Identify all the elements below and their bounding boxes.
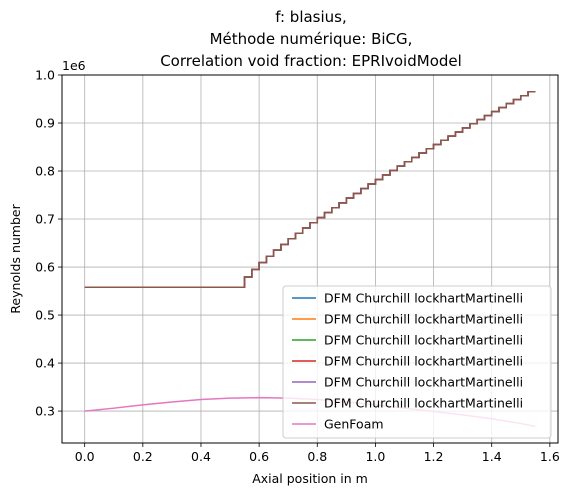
plot-area-frame xyxy=(61,74,559,444)
legend-label-4: DFM Churchill lockhartMartinelli xyxy=(324,354,523,369)
title-line-1: f: blasius, xyxy=(275,8,347,26)
legend-label-3: DFM Churchill lockhartMartinelli xyxy=(324,333,523,348)
legend-label-1: DFM Churchill lockhartMartinelli xyxy=(324,291,523,306)
x-axis-label: Axial position in m xyxy=(252,471,368,486)
y-tick-label: 0.9 xyxy=(35,116,55,131)
y-tick-label: 0.4 xyxy=(35,356,55,371)
legend-box xyxy=(282,285,552,439)
x-tick-label: 0.2 xyxy=(133,449,153,464)
x-tick-label: 1.4 xyxy=(482,449,502,464)
x-tick-label: 1.2 xyxy=(424,449,444,464)
y-tick-label: 0.8 xyxy=(35,164,55,179)
title-line-3: Correlation void fraction: EPRIvoidModel xyxy=(160,52,462,70)
x-tick-label: 0.6 xyxy=(249,449,269,464)
y-tick-label: 0.3 xyxy=(35,404,55,419)
legend: DFM Churchill lockhartMartinelli DFM Chur… xyxy=(282,285,552,439)
y-tick-label: 0.7 xyxy=(35,212,55,227)
series-line-6 xyxy=(84,91,536,288)
x-tick-label: 1.6 xyxy=(540,449,560,464)
legend-label-2: DFM Churchill lockhartMartinelli xyxy=(324,312,523,327)
y-tick-label: 0.5 xyxy=(35,308,55,323)
y-axis-label: Reynolds number xyxy=(8,203,23,313)
title-line-2: Méthode numérique: BiCG, xyxy=(210,30,413,48)
x-tick-label: 1.0 xyxy=(365,449,385,464)
chart-title: f: blasius, Méthode numérique: BiCG, Cor… xyxy=(160,8,462,70)
legend-label-7: GenFoam xyxy=(324,417,384,432)
x-tick-label: 0.4 xyxy=(191,449,211,464)
y-tick-label: 1.0 xyxy=(35,68,55,83)
y-offset-label: 1e6 xyxy=(62,58,86,73)
x-tick-label: 0.0 xyxy=(75,449,95,464)
axis-ticks: 0.0 0.2 0.4 0.6 0.8 1.0 1.2 1.4 1.6 0.3 0.4 0.5 0.6 0… xyxy=(35,68,560,465)
x-tick-label: 0.8 xyxy=(307,449,327,464)
legend-label-6: DFM Churchill lockhartMartinelli xyxy=(324,396,523,411)
y-tick-label: 0.6 xyxy=(35,260,55,275)
legend-label-5: DFM Churchill lockhartMartinelli xyxy=(324,375,523,390)
